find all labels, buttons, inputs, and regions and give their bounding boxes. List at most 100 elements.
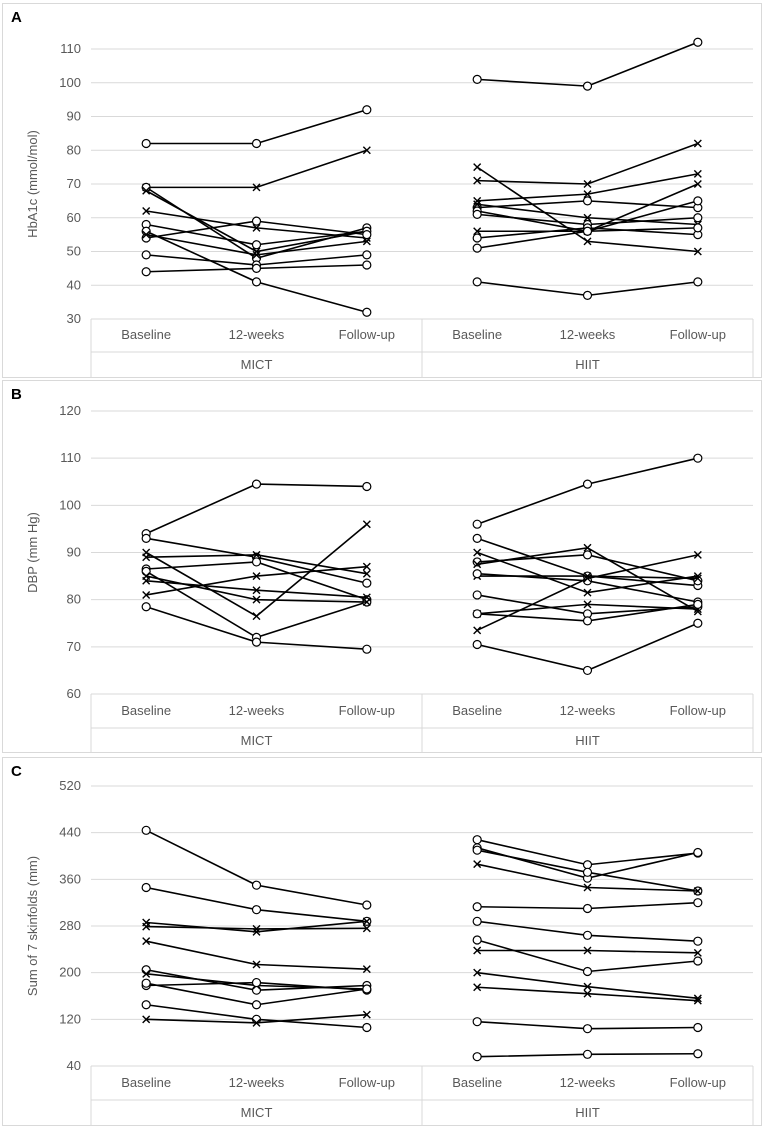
data-point-circle	[472, 935, 482, 945]
data-point-circle	[472, 590, 482, 600]
data-point-circle	[472, 74, 482, 84]
data-point-cross	[142, 590, 151, 599]
data-point-cross	[362, 146, 371, 155]
data-point-cross	[583, 883, 592, 892]
data-point-circle	[693, 1022, 703, 1033]
y-tick-label: 440	[59, 825, 81, 840]
y-tick-label: 360	[59, 871, 81, 886]
data-point-circle	[472, 243, 482, 253]
data-point-cross	[252, 1018, 261, 1027]
data-point-cross	[693, 139, 702, 148]
x-category-label: Baseline	[452, 1075, 502, 1090]
panel-letter: A	[11, 9, 22, 26]
data-point-circle	[472, 519, 482, 529]
data-point-circle	[251, 557, 262, 567]
data-point-cross	[252, 586, 261, 595]
x-group-label: HIIT	[575, 1105, 600, 1120]
data-point-circle	[582, 290, 593, 300]
data-point-circle	[362, 1022, 372, 1033]
x-category-label: 12-weeks	[560, 1075, 616, 1090]
data-point-circle	[693, 618, 703, 628]
data-point-circle	[582, 226, 593, 236]
data-point-cross	[142, 937, 151, 946]
data-point-circle	[693, 277, 703, 287]
x-group-label: MICT	[241, 733, 273, 748]
y-tick-label: 70	[67, 176, 81, 191]
x-category-label: 12-weeks	[560, 703, 616, 718]
data-point-circle	[582, 616, 593, 626]
data-point-circle	[141, 1000, 151, 1010]
data-point-cross	[473, 560, 482, 569]
data-point-circle	[141, 965, 151, 975]
data-point-cross	[693, 574, 702, 583]
panel-b: B 60 70 80 90 100 110 120 DBP (mm Hg) Baseline 12-…	[2, 380, 762, 753]
data-point-circle	[472, 916, 482, 926]
series-line	[477, 142, 699, 185]
x-category-label: 12-weeks	[229, 703, 285, 718]
data-point-circle	[362, 984, 372, 994]
data-point-cross	[142, 1015, 151, 1024]
data-point-cross	[583, 588, 592, 597]
data-point-cross	[142, 186, 151, 195]
data-point-circle	[251, 277, 262, 287]
data-point-circle	[472, 209, 482, 219]
x-category-label: Baseline	[121, 327, 171, 342]
data-point-circle	[472, 277, 482, 287]
data-point-circle	[251, 905, 262, 915]
data-point-circle	[362, 481, 372, 492]
data-point-cross	[693, 180, 702, 188]
data-point-circle	[693, 1049, 703, 1059]
x-category-label: Follow-up	[670, 703, 726, 718]
data-point-cross	[362, 965, 371, 974]
panel-a: A 30 40 50 60 70 80 90 100 110 HbA1c (mmol/mol) Bas…	[2, 3, 762, 378]
data-point-cross	[693, 948, 702, 957]
y-tick-label: 120	[59, 1011, 81, 1026]
series-line	[476, 457, 699, 525]
data-point-cross	[142, 969, 151, 978]
data-point-circle	[582, 196, 593, 206]
data-point-cross	[252, 612, 261, 621]
data-point-circle	[582, 966, 593, 977]
data-point-circle	[693, 599, 703, 609]
data-point-circle	[693, 213, 703, 223]
data-point-circle	[472, 569, 482, 579]
x-group-label: HIIT	[575, 357, 600, 372]
data-point-cross	[473, 548, 482, 557]
x-category-label: Follow-up	[670, 327, 726, 342]
data-point-circle	[362, 644, 372, 654]
data-point-cross	[583, 989, 592, 998]
data-point-cross	[252, 960, 261, 969]
chart-svg: B 60 70 80 90 100 110 120 DBP (mm Hg) Baseline 12-…	[11, 386, 754, 752]
data-point-circle	[582, 550, 593, 560]
chart-svg: A 30 40 50 60 70 80 90 100 110 HbA1c (mmol/mol) Bas…	[11, 9, 754, 377]
series-line	[146, 886, 367, 923]
y-tick-label: 110	[60, 450, 81, 465]
data-point-cross	[583, 982, 592, 991]
data-point-cross	[693, 169, 702, 178]
y-tick-label: 60	[67, 686, 81, 701]
data-point-circle	[472, 1052, 482, 1062]
data-point-cross	[473, 163, 482, 172]
data-point-circle	[362, 900, 372, 910]
data-point-cross	[362, 562, 371, 571]
x-category-label: 12-weeks	[560, 327, 616, 342]
data-point-cross	[142, 553, 151, 562]
y-axis-title: DBP (mm Hg)	[25, 512, 40, 593]
data-point-cross	[693, 247, 702, 256]
data-point-cross	[583, 543, 592, 552]
data-point-circle	[582, 1024, 593, 1034]
data-point-cross	[362, 237, 371, 246]
x-category-label: 12-weeks	[229, 1075, 285, 1090]
data-point-cross	[583, 190, 592, 199]
data-point-cross	[693, 550, 702, 559]
data-point-cross	[473, 196, 482, 205]
data-point-circle	[693, 898, 703, 908]
y-tick-label: 40	[67, 277, 81, 292]
data-point-circle	[582, 479, 593, 489]
y-tick-label: 70	[67, 639, 81, 654]
data-point-cross	[473, 200, 482, 209]
data-point-cross	[142, 207, 151, 215]
data-point-cross	[583, 213, 592, 222]
data-point-cross	[252, 250, 261, 259]
data-point-circle	[582, 81, 593, 91]
